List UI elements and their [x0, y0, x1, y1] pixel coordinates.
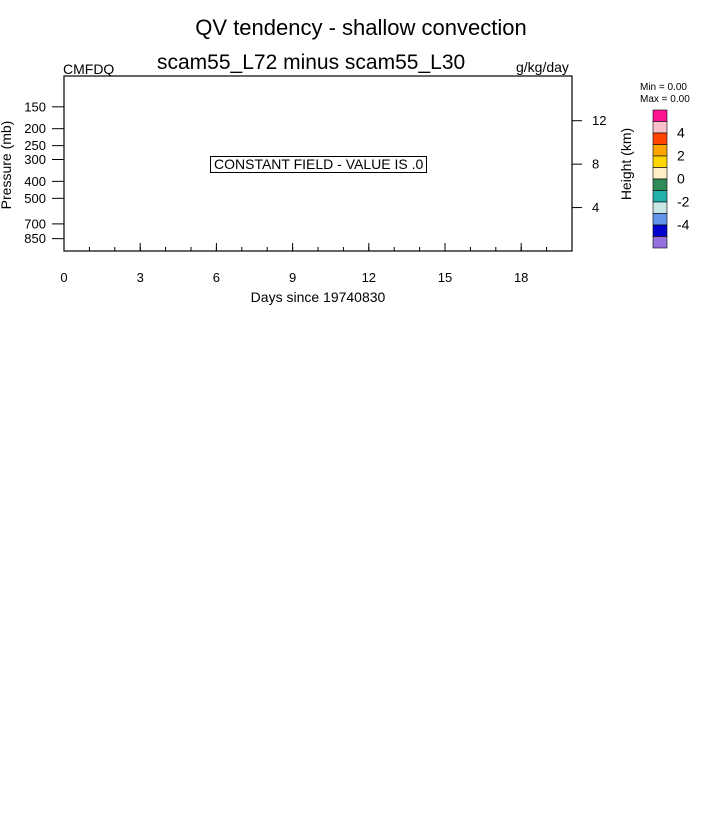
x-tick-label: 0 — [60, 270, 67, 285]
colorbar-swatch — [652, 109, 668, 122]
colorbar-max-label: Max = 0.00 — [640, 94, 690, 105]
colorbar-swatch — [652, 201, 668, 214]
colorbar-swatch — [652, 132, 668, 145]
colorbar-swatch — [652, 178, 668, 191]
y-tick-label-height: 4 — [592, 200, 599, 215]
y-tick-label-pressure: 200 — [24, 121, 46, 136]
variable-label: CMFDQ — [63, 61, 115, 77]
x-tick-label: 9 — [289, 270, 296, 285]
x-tick-label: 6 — [213, 270, 220, 285]
colorbar-minmax: Min = 0.00 Max = 0.00 — [640, 82, 690, 106]
y-tick-label-pressure: 850 — [24, 231, 46, 246]
y-tick-label-pressure: 150 — [24, 99, 46, 114]
y-tick-label-height: 12 — [592, 113, 606, 128]
x-tick-label: 12 — [362, 270, 376, 285]
colorbar-tick-label: 2 — [677, 148, 685, 164]
colorbar-swatch — [652, 213, 668, 226]
x-tick-label: 3 — [137, 270, 144, 285]
colorbar-swatch — [652, 236, 668, 249]
colorbar-swatch — [652, 144, 668, 157]
colorbar-swatch — [652, 155, 668, 168]
colorbar-min-label: Min = 0.00 — [640, 82, 687, 93]
x-axis-label: Days since 19740830 — [250, 289, 386, 305]
chart-title: QV tendency - shallow convection — [195, 15, 527, 40]
units-label: g/kg/day — [516, 59, 569, 75]
y-tick-label-height: 8 — [592, 157, 599, 172]
colorbar-tick-label: -2 — [677, 194, 690, 210]
colorbar-tick-label: 4 — [677, 125, 685, 141]
colorbar-swatch — [652, 121, 668, 134]
y-tick-label-pressure: 250 — [24, 138, 46, 153]
y-tick-label-pressure: 500 — [24, 191, 46, 206]
colorbar-tick-label: -4 — [677, 217, 690, 233]
x-tick-label: 18 — [514, 270, 528, 285]
constant-field-notice: CONSTANT FIELD - VALUE IS .0 — [210, 156, 428, 173]
y-tick-label-pressure: 300 — [24, 152, 46, 167]
colorbar-swatch — [652, 190, 668, 203]
colorbar-tick-label: 0 — [677, 171, 685, 187]
y-tick-label-pressure: 700 — [24, 216, 46, 231]
y-tick-label-pressure: 400 — [24, 174, 46, 189]
x-tick-label: 15 — [438, 270, 452, 285]
chart-subtitle: scam55_L72 minus scam55_L30 — [157, 51, 466, 74]
plot-frame — [63, 75, 573, 252]
colorbar-swatch — [652, 167, 668, 180]
colorbar-swatch — [652, 224, 668, 237]
